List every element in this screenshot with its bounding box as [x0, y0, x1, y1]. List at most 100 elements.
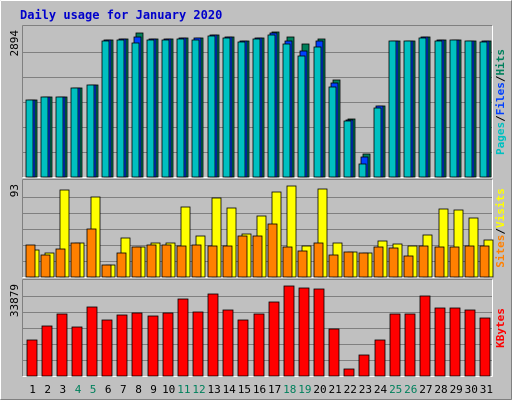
bar-kbytes: [283, 285, 295, 377]
bar-kbytes: [464, 309, 476, 377]
bar-pages: [403, 40, 412, 178]
day-label: 25: [389, 383, 402, 396]
bar-pages: [464, 40, 473, 178]
bar-kbytes: [41, 325, 53, 377]
day-label: 6: [105, 383, 112, 396]
day-label: 12: [192, 383, 205, 396]
bar-kbytes: [71, 326, 83, 377]
series-label: Sites/Visits: [494, 188, 507, 268]
day-label: 3: [59, 383, 66, 396]
bar-sites: [267, 223, 278, 278]
day-label: 18: [283, 383, 296, 396]
bar-pages: [86, 84, 95, 178]
bar-sites: [479, 245, 490, 278]
bar-kbytes: [434, 307, 446, 377]
bar-pages: [25, 99, 34, 178]
bar-kbytes: [328, 328, 340, 377]
bar-sites: [116, 252, 127, 278]
bar-sites: [70, 242, 81, 278]
day-label: 5: [90, 383, 97, 396]
bar-pages: [116, 39, 125, 178]
bar-kbytes: [298, 287, 310, 377]
bar-pages: [146, 39, 155, 178]
day-label: 23: [359, 383, 372, 396]
day-label: 8: [135, 383, 142, 396]
bar-kbytes: [147, 315, 159, 377]
bar-sites: [252, 235, 263, 278]
bar-kbytes: [479, 317, 491, 377]
series-name: Files: [494, 82, 507, 115]
bar-sites: [449, 246, 460, 278]
bar-sites: [373, 246, 384, 278]
series-name: KBytes: [494, 308, 507, 348]
day-label: 28: [434, 383, 447, 396]
series-name: Visits: [494, 188, 507, 228]
bar-sites: [207, 245, 218, 278]
bar-kbytes: [207, 293, 219, 377]
day-label: 31: [480, 383, 493, 396]
bar-sites: [388, 247, 399, 278]
bar-pages: [131, 42, 140, 178]
bar-kbytes: [389, 313, 401, 377]
bar-pages: [191, 39, 200, 178]
bar-kbytes: [313, 288, 325, 377]
bar-kbytes: [192, 311, 204, 377]
bar-sites: [55, 248, 66, 278]
label-separator: /: [494, 75, 507, 82]
bar-kbytes: [26, 339, 38, 377]
bar-pages: [434, 40, 443, 178]
bar-pages: [358, 163, 367, 178]
bar-pages: [373, 107, 382, 178]
day-label: 29: [450, 383, 463, 396]
label-separator: /: [494, 115, 507, 122]
bar-sites: [464, 245, 475, 278]
y-max-label: 2894: [8, 30, 21, 57]
bar-kbytes: [253, 313, 265, 377]
bar-sites: [358, 252, 369, 278]
day-label: 21: [328, 383, 341, 396]
day-label: 26: [404, 383, 417, 396]
bar-kbytes: [374, 339, 386, 377]
day-label: 11: [177, 383, 190, 396]
y-max-label: 33879: [8, 284, 21, 317]
day-label: 13: [207, 383, 220, 396]
bar-sites: [434, 246, 445, 278]
bar-pages: [418, 37, 427, 178]
bar-sites: [25, 244, 36, 278]
bar-kbytes: [86, 306, 98, 377]
bar-pages: [328, 86, 337, 178]
bar-sites: [40, 254, 51, 278]
bar-sites: [328, 254, 339, 278]
bar-kbytes: [222, 309, 234, 377]
day-label: 17: [268, 383, 281, 396]
label-separator: /: [494, 228, 507, 235]
bar-pages: [479, 41, 488, 178]
series-label: KBytes: [494, 308, 507, 348]
day-labels: 1 2 3 4 5 6 7 8 9 10 11 12 13 14 15 16 17 18 19 20 21 22 23 24 2…: [29, 383, 493, 396]
bar-pages: [313, 46, 322, 178]
bar-pages: [55, 96, 64, 178]
series-label: Pages/Files/Hits: [494, 49, 507, 155]
day-label: 9: [150, 383, 157, 396]
bar-pages: [282, 43, 291, 178]
bar-pages: [388, 40, 397, 178]
bar-kbytes: [343, 368, 355, 377]
day-label: 1: [29, 383, 36, 396]
bar-pages: [267, 34, 276, 178]
bar-sites: [313, 242, 324, 278]
bar-pages: [222, 37, 231, 178]
day-label: 30: [465, 383, 478, 396]
bar-pages: [297, 55, 306, 178]
day-label: 15: [238, 383, 251, 396]
day-label: 22: [344, 383, 357, 396]
day-label: 19: [298, 383, 311, 396]
bar-kbytes: [404, 313, 416, 377]
day-label: 27: [419, 383, 432, 396]
bar-kbytes: [419, 295, 431, 377]
bar-sites: [86, 228, 97, 278]
bar-sites: [131, 246, 142, 278]
bar-sites: [146, 244, 157, 278]
day-label: 20: [313, 383, 326, 396]
bar-pages: [449, 39, 458, 178]
